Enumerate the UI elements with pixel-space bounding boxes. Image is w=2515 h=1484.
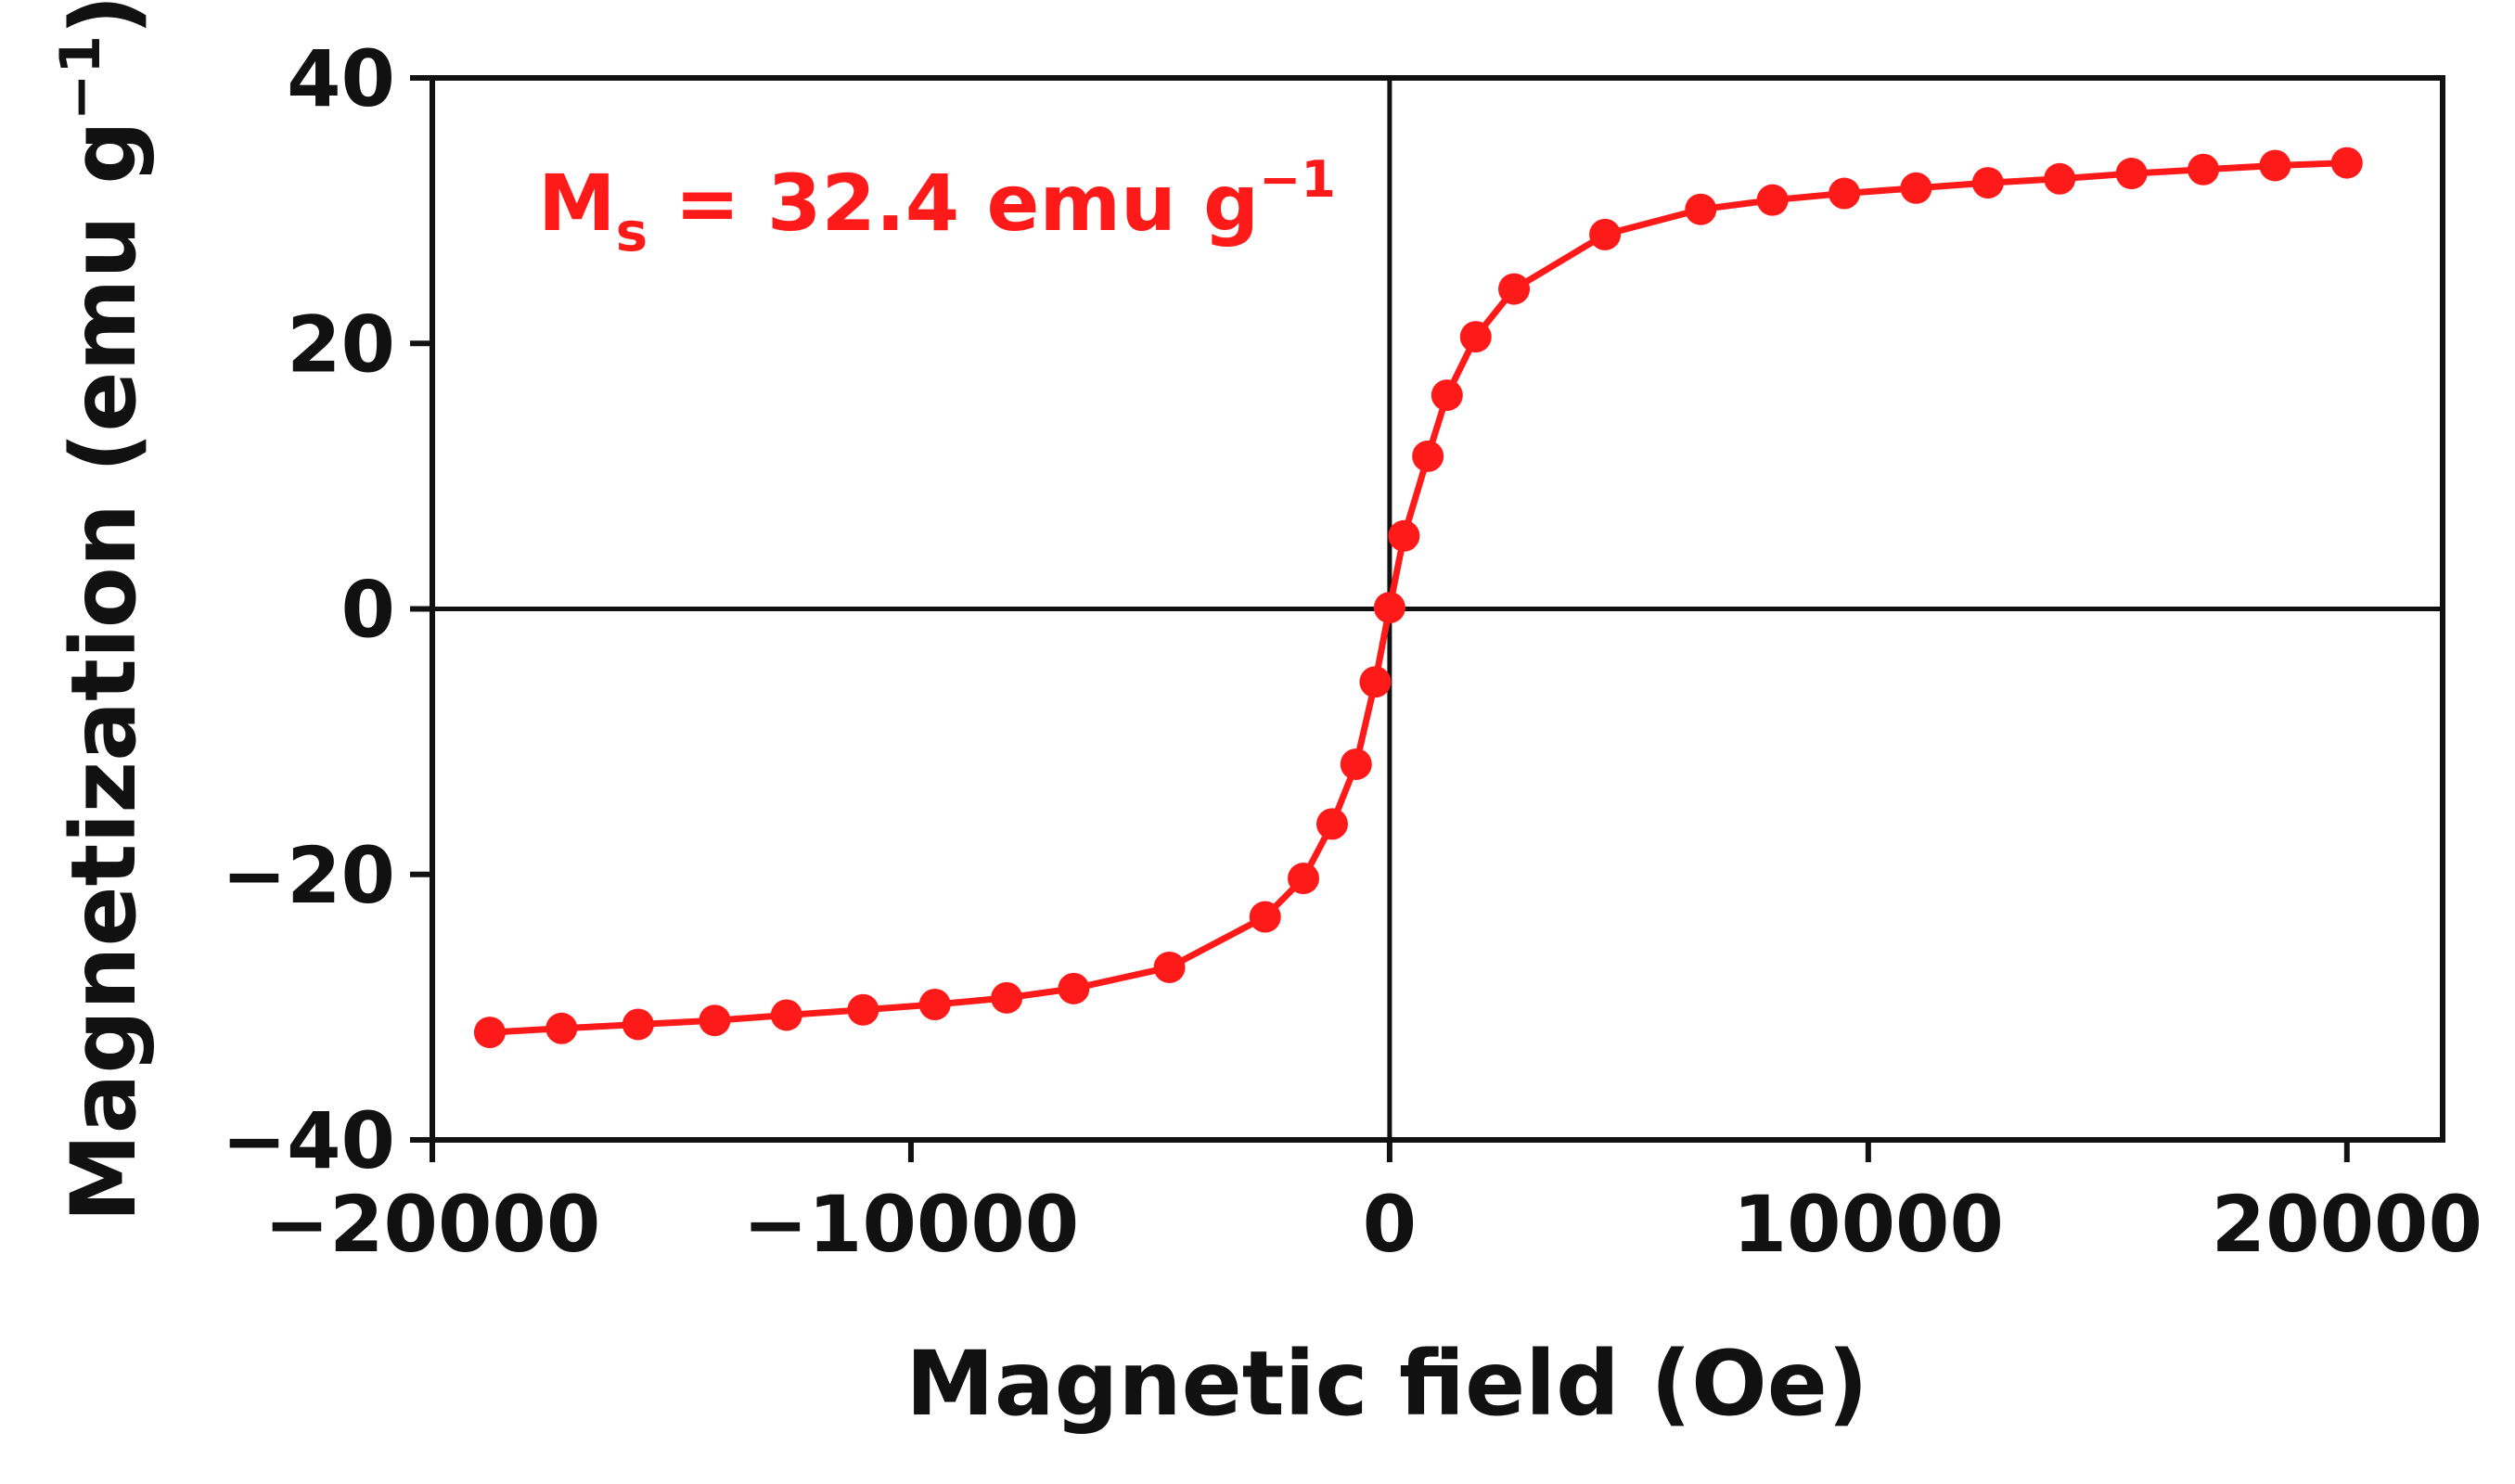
data-point [2044, 162, 2076, 195]
data-point [1459, 321, 1492, 353]
data-point [1058, 972, 1090, 1004]
data-point [1288, 863, 1320, 895]
y-tick-label: 0 [341, 565, 395, 656]
y-tick-label: −40 [222, 1095, 395, 1186]
data-point [699, 1004, 731, 1037]
y-axis-title: Magnetization (emu g−1) [48, 0, 156, 1222]
data-point [1340, 748, 1372, 780]
series-line [486, 160, 2351, 1036]
data-point [1829, 177, 1861, 210]
data-point [1315, 808, 1348, 840]
data-point [1388, 519, 1420, 552]
data-point [1756, 184, 1789, 216]
annotation-main: M [538, 158, 616, 249]
annotation-rest: = 32.4 emu g [648, 158, 1259, 249]
data-point [918, 989, 951, 1021]
x-tick-label: 20000 [2212, 1179, 2483, 1270]
data-point [1373, 592, 1405, 624]
data-point [1412, 440, 1444, 472]
data-point [2188, 153, 2220, 186]
data-point [1900, 172, 1932, 204]
x-axis-title: Magnetic field (Oe) [905, 1332, 1867, 1436]
annotation-superscript: −1 [1259, 150, 1336, 209]
data-point [1359, 666, 1392, 698]
axis-ticks: −20000 −10000 0 10000 20000 −40 −20 0 20 40 [222, 33, 2483, 1270]
data-point [1971, 167, 2004, 199]
data-point [473, 1017, 506, 1049]
x-tick-label: −10000 [743, 1179, 1080, 1270]
data-point [2115, 158, 2148, 190]
saturation-magnetization-annotation: Ms = 32.4 emu g−1 [538, 150, 1336, 263]
series-layer [473, 147, 2363, 1049]
data-point [1498, 273, 1531, 305]
x-tick-label: −20000 [264, 1179, 601, 1270]
data-point [2330, 147, 2363, 179]
data-point [847, 993, 879, 1026]
data-point [770, 999, 802, 1031]
x-tick-label: 0 [1363, 1179, 1417, 1270]
data-point [622, 1008, 654, 1041]
y-tick-label: −20 [222, 830, 395, 921]
y-axis-title-main: Magnetization (emu g [52, 121, 156, 1222]
y-axis-title-superscript: −1 [48, 35, 113, 121]
data-point [1685, 193, 1717, 225]
annotation-subscript: s [616, 200, 648, 263]
data-point [1249, 901, 1281, 933]
data-point [1431, 379, 1463, 412]
data-point [2259, 149, 2291, 182]
data-point [991, 981, 1023, 1014]
x-tick-label: 10000 [1733, 1179, 2004, 1270]
data-point [1153, 951, 1186, 983]
y-tick-label: 40 [287, 33, 395, 124]
data-point [1589, 218, 1622, 250]
data-point [545, 1012, 578, 1044]
y-axis-title-close: ) [52, 0, 156, 35]
y-tick-label: 20 [287, 299, 395, 390]
